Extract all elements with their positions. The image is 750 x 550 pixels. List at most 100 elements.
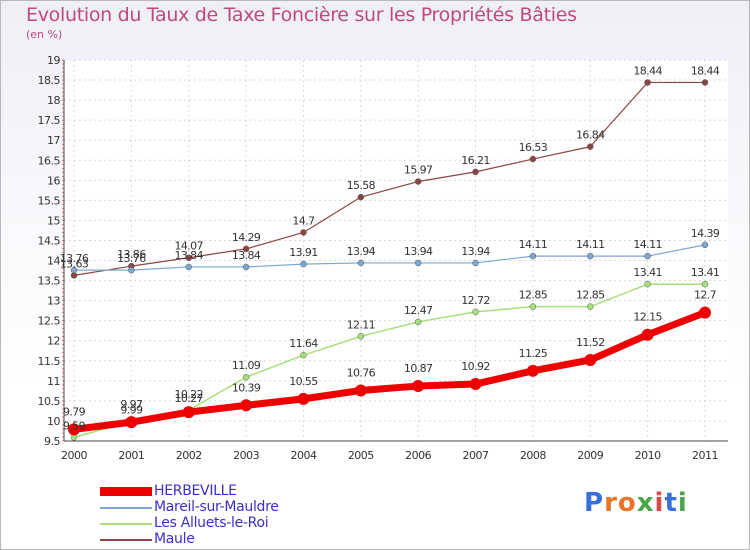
data-label: 14.11 [519,238,548,251]
x-tick-label: 2009 [577,449,603,462]
data-point [300,260,307,268]
y-tick-label: 12 [47,335,60,348]
data-point [414,318,422,326]
data-point [128,266,135,274]
y-tick-label: 10 [47,415,60,428]
data-label: 15.58 [347,179,376,192]
data-point [472,259,479,267]
data-point [587,252,594,260]
y-tick-label: 16.5 [38,154,61,167]
logo-letter: r [604,488,618,518]
data-point [297,392,310,405]
data-point [357,333,365,340]
data-point [529,155,537,163]
y-tick-label: 14 [47,255,60,268]
y-tick-label: 18.5 [38,74,61,87]
data-point [699,306,711,319]
data-label: 11.52 [576,336,605,349]
data-label: 11.25 [519,347,548,360]
legend-label-alluets: Les Alluets-le-Roi [154,515,269,531]
data-label: 10.22 [174,388,203,401]
data-label: 13.94 [461,245,490,258]
data-point [185,263,192,271]
legend-label-maule: Maule [154,531,195,547]
data-label: 13.41 [633,266,662,279]
x-tick-label: 2002 [176,449,202,462]
data-label: 14.07 [174,240,203,253]
data-point [529,252,537,260]
data-label: 13.41 [691,266,720,279]
data-label: 10.76 [347,366,376,379]
data-label: 12.7 [694,289,717,302]
x-tick-label: 2008 [520,449,546,462]
data-label: 18.44 [691,64,720,77]
data-point [526,364,539,377]
y-tick-label: 11 [47,375,60,388]
y-tick-label: 10.5 [38,395,61,408]
logo-letter: i [654,488,665,518]
y-tick-label: 14.5 [38,234,61,247]
plot-area [64,60,728,441]
data-label: 9.97 [120,398,143,411]
data-label: 13.76 [117,252,146,265]
data-label: 16.84 [576,129,605,142]
logo-letter: i [677,488,688,518]
data-point [587,303,594,310]
chart-unit: (en %) [26,28,63,41]
data-point [644,252,651,260]
data-label: 15.97 [404,164,433,177]
legend-label-herbeville: HERBEVILLE [154,483,237,499]
data-label: 18.44 [633,64,662,77]
data-point [300,229,307,236]
legend-swatch-mareil [100,507,152,509]
data-label: 12.85 [519,289,548,302]
data-point [644,280,651,288]
data-point [357,259,365,267]
data-point [529,303,537,310]
data-point [68,423,80,436]
series-line-3 [73,81,705,276]
data-label: 10.87 [404,362,433,375]
y-tick-label: 9.5 [44,435,60,448]
data-label: 12.85 [576,289,605,302]
data-point [300,351,307,359]
data-label: 10.39 [232,381,261,394]
data-point [414,259,422,267]
data-label: 9.79 [63,405,86,418]
logo-letter: t [664,488,678,518]
logo-letter: o [617,488,637,518]
data-label: 13.84 [174,249,203,262]
data-label: 12.72 [461,294,490,307]
data-label: 10.27 [174,392,203,405]
data-point [182,406,195,419]
data-point [240,399,253,412]
y-tick-label: 11.5 [38,355,61,368]
data-label: 12.47 [404,304,433,317]
data-label: 13.63 [60,257,89,270]
data-point [472,168,479,176]
y-tick-label: 17 [47,134,60,147]
x-tick-label: 2007 [463,449,489,462]
data-label: 16.21 [461,154,490,167]
data-point [472,308,479,316]
data-point [587,143,594,150]
data-label: 13.94 [404,245,433,258]
data-label: 10.55 [289,375,318,388]
data-label: 12.15 [633,311,662,324]
data-label: 14.39 [691,227,720,240]
proxiti-logo: Proxiti [584,488,688,518]
data-point [354,384,367,397]
data-label: 9.99 [120,403,143,416]
y-tick-label: 13.5 [38,275,61,288]
legend-swatch-alluets [100,523,152,525]
y-tick-label: 17.5 [38,114,61,127]
chart-title: Evolution du Taux de Taxe Foncière sur l… [26,4,577,26]
data-point [701,280,709,288]
logo-letter: P [584,488,605,518]
data-label: 11.09 [232,359,261,372]
data-label: 14.11 [633,238,662,251]
data-label: 13.86 [117,248,146,261]
legend-label-mareil: Mareil-sur-Mauldre [154,499,279,515]
data-point [414,178,422,185]
